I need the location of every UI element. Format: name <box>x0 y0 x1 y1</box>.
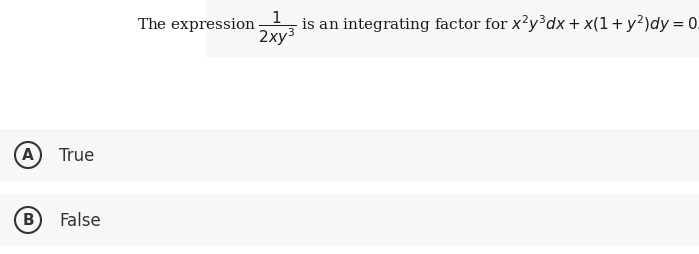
Text: The expression $\dfrac{1}{2xy^3}$ is an integrating factor for $x^2y^3dx + x(1 +: The expression $\dfrac{1}{2xy^3}$ is an … <box>138 10 699 48</box>
Text: False: False <box>59 211 101 229</box>
Text: True: True <box>59 146 94 164</box>
Text: A: A <box>22 148 34 163</box>
Bar <box>206 0 699 58</box>
Bar <box>0 130 699 181</box>
Bar <box>0 194 699 246</box>
Text: B: B <box>22 213 34 228</box>
